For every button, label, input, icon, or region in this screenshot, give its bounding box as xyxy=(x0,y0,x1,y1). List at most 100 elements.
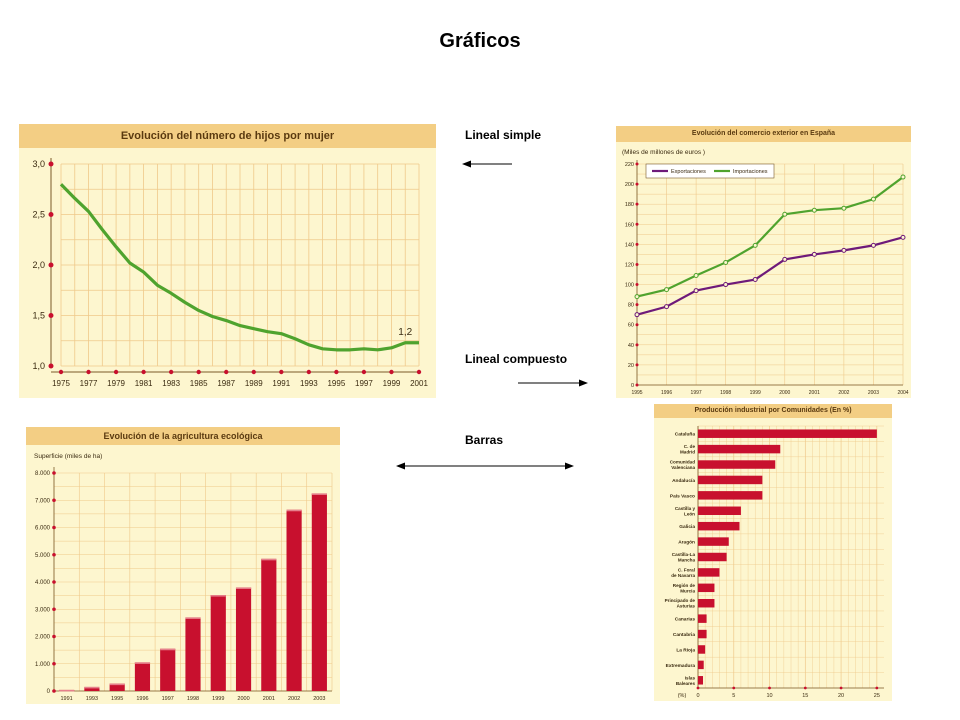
category-label: Madrid xyxy=(680,450,695,455)
y-tick-dot xyxy=(635,343,639,347)
y-tick-label: 1.000 xyxy=(35,662,51,668)
label-line-compound: Lineal compuesto xyxy=(465,352,568,366)
bar xyxy=(698,598,715,608)
category-label: Mancha xyxy=(678,558,696,563)
bar xyxy=(235,587,252,691)
bar xyxy=(698,521,740,531)
y-tick-dot xyxy=(52,661,56,666)
y-tick-label: 100 xyxy=(625,283,634,289)
y-tick-dot xyxy=(635,363,639,367)
x-tick-dot xyxy=(416,369,422,375)
series-point xyxy=(664,304,670,310)
series-point xyxy=(693,273,699,279)
x-tick-dot xyxy=(224,369,229,375)
y-tick-dot xyxy=(635,182,639,186)
bar xyxy=(698,429,877,438)
x-tick-label: 1995 xyxy=(327,379,345,388)
x-tick-dot xyxy=(58,369,64,375)
x-tick-label: 1997 xyxy=(355,379,373,388)
category-label: C. de xyxy=(684,444,696,449)
x-tick-label: 1989 xyxy=(245,379,263,388)
y-tick-label: 20 xyxy=(628,363,634,369)
bar-highlight xyxy=(210,595,226,597)
x-tick-label: 2001 xyxy=(263,696,275,702)
chart-panel-children: Evolución del número de hijos por mujer … xyxy=(19,124,436,398)
series-point xyxy=(723,259,729,265)
slide-title: Gráficos xyxy=(439,30,521,52)
series-line xyxy=(59,183,419,352)
category-label: León xyxy=(684,511,695,516)
x-tick-label: 1996 xyxy=(136,696,148,702)
y-axis-label: Superficie (miles de ha) xyxy=(34,453,102,460)
y-tick-label: 8.000 xyxy=(35,471,51,477)
x-tick-dot xyxy=(389,369,394,375)
y-tick-dot xyxy=(52,525,56,530)
x-tick-label: 1975 xyxy=(52,379,70,388)
bar xyxy=(185,617,201,691)
series-point xyxy=(870,242,876,248)
chart-title-children: Evolución del número de hijos por mujer xyxy=(19,124,436,148)
bar-highlight xyxy=(84,686,100,689)
series-point xyxy=(752,242,758,248)
category-label: Comunidad xyxy=(670,460,695,465)
bar xyxy=(698,614,707,623)
y-tick-label: 40 xyxy=(628,343,634,349)
y-tick-label: 200 xyxy=(625,182,634,188)
x-tick-label: 20 xyxy=(838,693,844,699)
y-tick-label: 1,5 xyxy=(32,311,45,321)
chart-panel-eco: Evolución de la agricultura ecológica Su… xyxy=(26,427,340,704)
bar xyxy=(109,683,125,691)
x-tick-label: 1985 xyxy=(190,379,208,388)
x-tick-label: 1983 xyxy=(162,379,180,388)
x-tick-label: 5 xyxy=(732,693,735,699)
category-label: Castilla-La xyxy=(672,552,696,557)
x-tick-label: 1979 xyxy=(107,379,125,388)
annotation-label: 1,2 xyxy=(398,327,412,338)
bar xyxy=(160,648,176,691)
series-point xyxy=(782,256,788,262)
x-tick-dot xyxy=(768,686,771,690)
category-label: Valenciana xyxy=(671,465,695,470)
x-tick-label: 2002 xyxy=(838,390,849,396)
x-tick-label: 1995 xyxy=(111,696,123,702)
x-tick-label: 1995 xyxy=(631,390,642,396)
x-tick-label: 2000 xyxy=(237,696,249,702)
legend-label: Importaciones xyxy=(733,169,768,175)
x-tick-dot xyxy=(334,369,339,375)
arrow-right-icon xyxy=(518,379,588,387)
category-label: Andalucía xyxy=(672,478,695,484)
y-tick-label: 4.000 xyxy=(35,580,51,586)
bar xyxy=(698,676,704,685)
chart-children: 1,0 1,5 2,0 2,5 3,0 1975 1977 1979 1981 1983 1985 1… xyxy=(32,158,428,388)
x-tick-label: 0 xyxy=(696,693,699,699)
chart-eco: Superficie (miles de ha) 0 1.000 2.000 3.000… xyxy=(34,453,333,702)
y-tick-dot xyxy=(52,580,56,584)
bar-highlight xyxy=(235,587,252,589)
chart-trade: (Miles de millones de euros ) 0 20 40 60 80 10… xyxy=(622,149,909,396)
category-label: Islas xyxy=(685,675,696,680)
bar xyxy=(311,493,327,691)
category-label: Principado de xyxy=(665,598,696,603)
x-tick-label: 2003 xyxy=(313,696,325,702)
y-tick-dot xyxy=(48,161,54,167)
y-tick-dot xyxy=(635,162,639,166)
series-point xyxy=(723,282,729,288)
category-label: Extremadura xyxy=(666,663,696,669)
bar-highlight xyxy=(261,558,277,561)
y-tick-dot xyxy=(48,313,54,318)
x-tick-label: 15 xyxy=(802,693,808,699)
category-label: Murcia xyxy=(680,588,695,593)
y-tick-label: 140 xyxy=(625,242,634,248)
x-tick-label: 1997 xyxy=(691,390,702,396)
x-tick-label: 1999 xyxy=(212,696,224,702)
bar xyxy=(698,660,704,670)
x-tick-label: 2003 xyxy=(868,390,879,396)
bar xyxy=(210,595,226,691)
y-tick-label: 60 xyxy=(628,323,634,329)
y-tick-dot xyxy=(635,383,639,387)
y-tick-label: 2,5 xyxy=(32,210,45,220)
x-tick-label: 1996 xyxy=(661,390,672,396)
x-tick-label: 1997 xyxy=(162,696,174,702)
y-tick-label: 180 xyxy=(625,202,634,208)
